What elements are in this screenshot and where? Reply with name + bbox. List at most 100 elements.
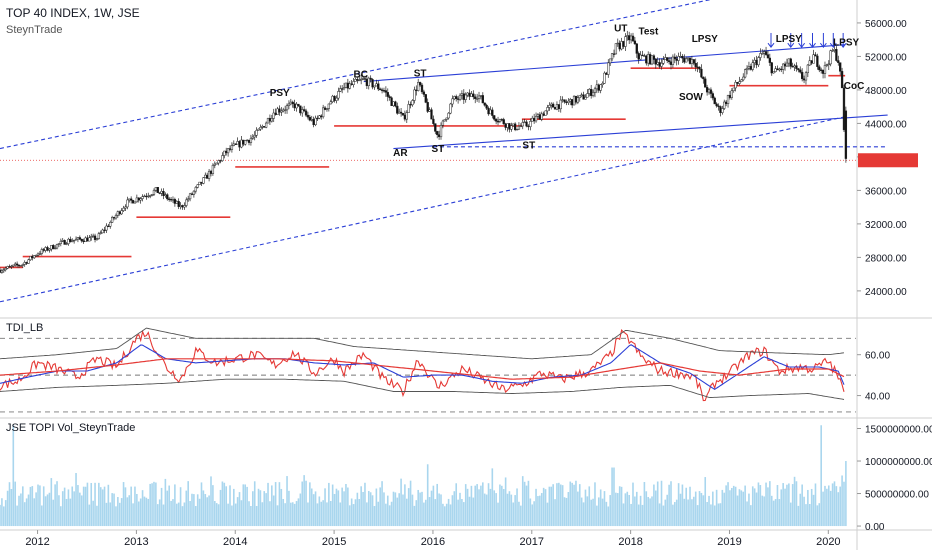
candle[interactable] — [236, 137, 239, 145]
volume-bar[interactable] — [318, 496, 321, 527]
candle[interactable] — [677, 52, 680, 65]
candle[interactable] — [479, 95, 483, 100]
candle[interactable] — [314, 115, 317, 127]
volume-bar[interactable] — [99, 487, 102, 527]
candle[interactable] — [620, 37, 623, 51]
volume-bar[interactable] — [539, 495, 541, 527]
volume-bar[interactable] — [181, 506, 184, 527]
volume-bar[interactable] — [679, 493, 682, 527]
volume-bar[interactable] — [297, 498, 300, 527]
candle[interactable] — [86, 235, 89, 242]
volume-bar[interactable] — [451, 495, 454, 527]
candle[interactable] — [289, 98, 292, 106]
volume-bar[interactable] — [616, 493, 619, 527]
volume-bar[interactable] — [394, 492, 397, 527]
candle[interactable] — [177, 198, 180, 210]
candle[interactable] — [747, 61, 751, 71]
volume-bar[interactable] — [769, 481, 771, 527]
volume-bar[interactable] — [628, 494, 630, 527]
volume-bar[interactable] — [470, 485, 473, 527]
volume-bar[interactable] — [335, 488, 338, 527]
volume-bar[interactable] — [782, 483, 784, 527]
candle[interactable] — [418, 81, 422, 87]
volume-bar[interactable] — [200, 482, 203, 527]
candle[interactable] — [614, 43, 618, 55]
volume-bar[interactable] — [421, 491, 423, 527]
volume-bar[interactable] — [586, 496, 589, 527]
candle[interactable] — [295, 102, 298, 112]
volume-bar[interactable] — [685, 487, 688, 527]
candle[interactable] — [439, 122, 443, 140]
price-panel[interactable]: PSY BC ST AR ST ST UT Test LPSY SOW LPSY LPSY CoC — [0, 0, 888, 303]
candle[interactable] — [770, 61, 773, 76]
candle[interactable] — [124, 204, 127, 211]
candle[interactable] — [569, 97, 572, 106]
candle[interactable] — [261, 124, 264, 130]
candle[interactable] — [743, 68, 747, 79]
volume-bar[interactable] — [734, 486, 737, 527]
candle[interactable] — [681, 54, 684, 64]
candle[interactable] — [38, 251, 42, 256]
volume-bar[interactable] — [101, 489, 104, 527]
candle[interactable] — [312, 116, 315, 128]
candle[interactable] — [658, 58, 661, 69]
candle[interactable] — [591, 89, 595, 98]
candle[interactable] — [552, 102, 555, 108]
volume-bar[interactable] — [187, 481, 189, 527]
candle[interactable] — [494, 118, 498, 125]
candle[interactable] — [550, 102, 553, 110]
volume-bar[interactable] — [463, 502, 465, 527]
volume-bar[interactable] — [177, 502, 180, 527]
volume-bar[interactable] — [141, 490, 144, 527]
candle[interactable] — [757, 55, 760, 68]
candle[interactable] — [806, 63, 810, 77]
candle[interactable] — [685, 56, 688, 63]
volume-bar[interactable] — [786, 484, 788, 527]
candle[interactable] — [72, 239, 76, 244]
volume-bar[interactable] — [696, 505, 699, 527]
volume-bar[interactable] — [565, 497, 568, 527]
volume-bar[interactable] — [717, 503, 720, 527]
volume-bar[interactable] — [746, 501, 748, 527]
candle[interactable] — [149, 194, 152, 199]
volume-bar[interactable] — [571, 482, 573, 527]
candle[interactable] — [403, 110, 407, 122]
volume-bar[interactable] — [681, 484, 684, 527]
volume-bar[interactable] — [472, 497, 475, 527]
candle[interactable] — [10, 264, 13, 269]
volume-bar[interactable] — [561, 485, 564, 527]
volume-bar[interactable] — [444, 506, 446, 527]
volume-bar[interactable] — [124, 487, 127, 527]
volume-bar[interactable] — [248, 501, 250, 527]
candle[interactable] — [666, 57, 669, 64]
candle[interactable] — [209, 169, 213, 177]
volume-bar[interactable] — [594, 482, 596, 527]
candle[interactable] — [394, 100, 397, 108]
volume-bar[interactable] — [715, 489, 718, 527]
volume-bar[interactable] — [364, 482, 366, 527]
candle[interactable] — [266, 117, 270, 124]
volume-bar[interactable] — [362, 491, 364, 527]
candle[interactable] — [230, 142, 234, 153]
candle[interactable] — [350, 80, 353, 86]
volume-bar[interactable] — [706, 501, 708, 527]
volume-bar[interactable] — [753, 488, 756, 527]
volume-bar[interactable] — [29, 486, 32, 527]
volume-bar[interactable] — [419, 492, 421, 527]
candle[interactable] — [15, 261, 19, 268]
volume-bar[interactable] — [383, 492, 385, 527]
volume-bar[interactable] — [286, 476, 288, 527]
volume-bar[interactable] — [588, 486, 591, 527]
volume-bar[interactable] — [328, 482, 330, 527]
volume-bar[interactable] — [348, 505, 351, 527]
candle[interactable] — [548, 102, 551, 111]
channel-line-lower[interactable] — [0, 116, 846, 303]
candle[interactable] — [728, 90, 732, 100]
volume-bar[interactable] — [656, 481, 659, 527]
candle[interactable] — [821, 69, 825, 79]
volume-bar[interactable] — [310, 488, 313, 527]
candle[interactable] — [576, 94, 580, 105]
candle[interactable] — [622, 40, 625, 49]
candle[interactable] — [610, 53, 614, 62]
candle[interactable] — [342, 82, 346, 91]
